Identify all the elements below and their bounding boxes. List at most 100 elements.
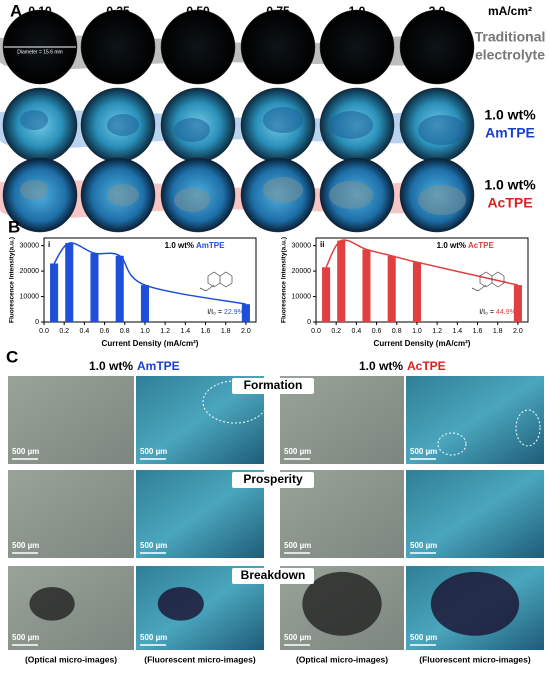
x-tick-label: 1.0	[140, 328, 150, 335]
row-label: AcTPE	[487, 195, 532, 211]
bar	[140, 285, 149, 322]
x-tick-label: 0.0	[39, 328, 49, 335]
x-tick-label: 0.6	[100, 328, 110, 335]
bar	[387, 255, 396, 322]
x-tick-label: 0.8	[392, 328, 402, 335]
row-label: 1.0 wt%	[484, 177, 536, 193]
x-axis-label: Current Density (mA/cm²)	[374, 339, 471, 348]
scale-bar: 500 µm	[284, 447, 311, 456]
panel-label: C	[6, 347, 18, 366]
bar	[322, 267, 331, 322]
bar	[362, 249, 371, 322]
y-tick-label: 20000	[292, 268, 312, 275]
panel-label: B	[8, 217, 20, 236]
highlight	[437, 432, 467, 456]
scale-bar: 500 µm	[284, 541, 311, 550]
unit: mA/cm²	[488, 4, 532, 18]
ratio-text: I/I₀ =	[207, 309, 222, 316]
trend-line	[325, 239, 519, 286]
row-label: AmTPE	[485, 125, 535, 141]
annotation: AcTPE	[468, 241, 494, 250]
stage-label: Formation	[244, 378, 303, 392]
scale-bar: 500 µm	[12, 447, 39, 456]
micro-image	[8, 376, 134, 464]
y-tick-label: 10000	[20, 293, 40, 300]
scale-bar: 500 µm	[140, 633, 167, 642]
deposit	[20, 110, 48, 130]
dark-region	[157, 587, 204, 621]
micro-image	[406, 376, 544, 464]
row-label: Traditional	[475, 29, 546, 45]
plot-frame	[43, 237, 257, 323]
deposit	[20, 180, 48, 200]
x-tick-label: 1.0	[412, 328, 422, 335]
highlight	[515, 409, 541, 447]
trend-line	[53, 242, 247, 305]
stage-box	[232, 378, 314, 394]
deposit	[107, 114, 139, 136]
deposit	[263, 107, 303, 133]
scale-bar: 500 µm	[140, 541, 167, 550]
column-header: 1.0 wt%	[89, 359, 133, 373]
column-header: AcTPE	[407, 359, 446, 373]
x-tick-label: 0.8	[120, 328, 130, 335]
x-tick-label: 1.6	[201, 328, 211, 335]
bar	[65, 243, 74, 322]
annotation: 1.0 wt%	[437, 241, 466, 250]
bar	[115, 255, 124, 322]
y-axis-label: Fluorescence Intensity(a.u.)	[9, 237, 16, 323]
y-tick-label: 30000	[20, 242, 40, 249]
x-tick-label: 0.0	[311, 328, 321, 335]
x-axis-label: Current Density (mA/cm²)	[102, 339, 199, 348]
y-tick-label: 10000	[292, 293, 312, 300]
scale-bar: 500 µm	[410, 447, 437, 456]
column-header: AmTPE	[137, 359, 180, 373]
x-tick-label: 2.0	[241, 328, 251, 335]
row-label: electrolyte	[475, 47, 545, 63]
bar	[513, 285, 522, 322]
scale-bar: 500 µm	[410, 633, 437, 642]
deposit	[329, 111, 373, 139]
x-tick-label: 1.8	[493, 328, 503, 335]
micro-image	[8, 470, 134, 558]
caption: (Fluorescent micro-images)	[419, 654, 531, 664]
x-tick-label: 1.4	[452, 328, 462, 335]
scale-bar: 500 µm	[12, 633, 39, 642]
x-tick-label: 1.4	[180, 328, 190, 335]
deposit	[174, 188, 210, 212]
chart-label: ii	[320, 240, 324, 249]
x-tick-label: 1.6	[473, 328, 483, 335]
scale-bar: 500 µm	[140, 447, 167, 456]
stage-label: Prosperity	[243, 472, 303, 486]
bar	[337, 240, 346, 322]
caption: (Fluorescent micro-images)	[144, 654, 256, 664]
dark-region	[430, 571, 520, 636]
electrode-image	[160, 9, 236, 85]
scale-bar: 500 µm	[410, 541, 437, 550]
scale-bar: 500 µm	[12, 541, 39, 550]
column-header: 1.0 wt%	[359, 359, 403, 373]
stage-label: Breakdown	[241, 568, 306, 582]
deposit	[418, 185, 466, 215]
ratio-value: 44.9%	[496, 309, 516, 316]
dark-region	[29, 587, 75, 621]
y-tick-label: 30000	[292, 242, 312, 249]
row-label: 1.0 wt%	[484, 107, 536, 123]
plot-frame	[315, 237, 529, 323]
x-tick-label: 1.2	[160, 328, 170, 335]
x-tick-label: 0.4	[352, 328, 362, 335]
caption: (Optical micro-images)	[25, 654, 117, 664]
panel-label: A	[10, 1, 22, 20]
x-tick-label: 2.0	[513, 328, 523, 335]
stage-box	[232, 568, 314, 584]
caption: (Optical micro-images)	[296, 654, 388, 664]
x-tick-label: 1.8	[221, 328, 231, 335]
annotation: AmTPE	[196, 241, 225, 250]
deposit	[418, 115, 466, 145]
ratio-text: I/I₀ =	[479, 309, 494, 316]
dark-region	[302, 571, 382, 636]
y-tick-label: 0	[307, 319, 311, 326]
deposit	[329, 181, 373, 209]
chart-label: i	[48, 240, 50, 249]
